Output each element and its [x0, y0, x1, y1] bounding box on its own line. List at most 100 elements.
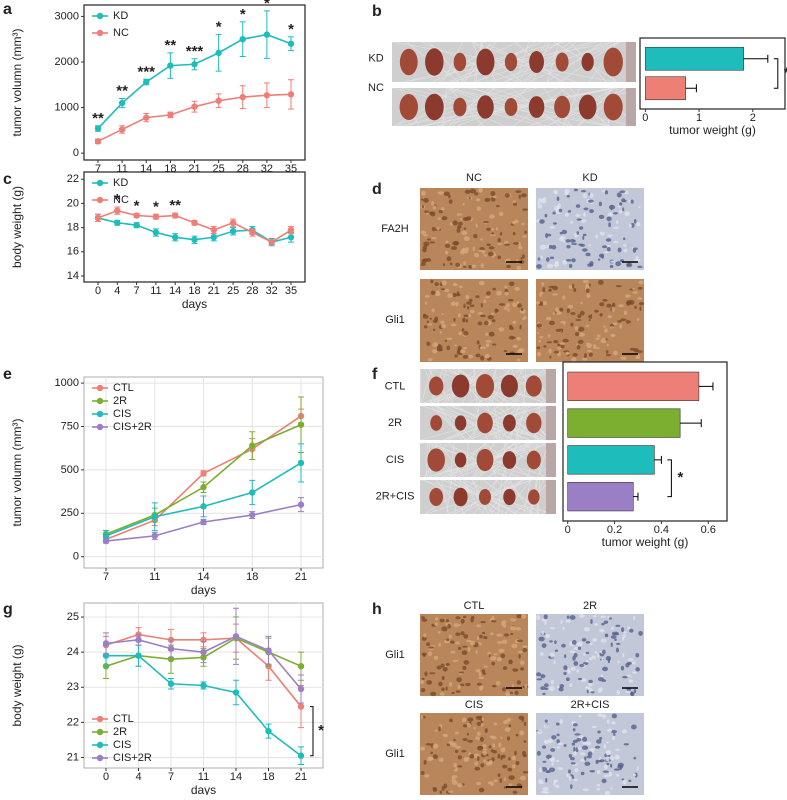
ihc-texture	[451, 302, 456, 306]
point	[288, 91, 294, 97]
x-tick-label: 11	[198, 771, 209, 783]
image-row-label: Gli1	[385, 649, 405, 661]
ihc-texture	[566, 773, 571, 777]
ihc-texture	[621, 627, 624, 632]
ihc-texture	[626, 320, 631, 324]
ihc-texture	[610, 260, 615, 262]
ihc-texture	[600, 232, 605, 236]
point	[264, 31, 270, 37]
y-tick-label: 20	[67, 197, 79, 209]
ihc-texture	[598, 677, 604, 681]
category-label: CTL	[385, 380, 406, 392]
point	[298, 460, 304, 466]
ihc-texture	[430, 318, 433, 320]
ihc-texture	[449, 199, 453, 204]
ihc-texture	[462, 666, 466, 670]
ihc-texture	[465, 295, 469, 299]
ihc-texture	[443, 263, 445, 266]
ihc-texture	[420, 680, 424, 684]
point	[298, 422, 304, 428]
ihc-texture	[439, 210, 443, 213]
ihc-texture	[624, 249, 628, 252]
ihc-texture	[590, 770, 595, 772]
ihc-texture	[428, 358, 433, 361]
ihc-texture	[467, 718, 473, 722]
ihc-texture	[489, 214, 495, 218]
x-tick-label: 11	[150, 285, 161, 297]
ihc-texture	[586, 325, 590, 328]
legend-marker	[97, 729, 103, 735]
ihc-texture	[606, 238, 612, 242]
tumor	[477, 449, 494, 471]
ihc-texture	[569, 683, 572, 687]
ihc-texture	[479, 635, 483, 639]
ihc-texture	[440, 320, 444, 323]
ihc-texture	[595, 338, 600, 340]
ihc-texture	[467, 733, 469, 735]
ihc-texture	[497, 238, 501, 243]
ihc-texture	[499, 303, 505, 306]
ihc-texture	[512, 764, 515, 768]
ihc-texture	[578, 747, 582, 750]
point	[119, 126, 125, 132]
ihc-texture	[549, 321, 555, 325]
ihc-texture	[445, 340, 448, 342]
ihc-texture	[479, 686, 482, 691]
y-tick-label: 18	[67, 222, 79, 234]
ihc-texture	[524, 684, 527, 689]
ihc-texture	[602, 714, 606, 719]
ihc-texture	[445, 251, 448, 255]
ihc-texture	[589, 748, 595, 751]
significance-label: *	[153, 198, 159, 215]
ihc-texture	[586, 641, 591, 644]
legend-marker	[97, 742, 103, 748]
ihc-texture	[483, 221, 489, 223]
ihc-texture	[464, 660, 470, 665]
ihc-texture	[504, 292, 509, 296]
legend-marker	[97, 385, 103, 391]
ihc-texture	[504, 778, 506, 781]
ihc-texture	[522, 235, 527, 237]
point	[211, 234, 217, 240]
x-tick-label: 18	[262, 771, 274, 783]
ihc-texture	[573, 288, 576, 292]
ihc-texture	[491, 662, 495, 666]
ihc-texture	[447, 624, 451, 629]
x-tick-label: 4	[114, 285, 120, 297]
ihc-texture	[521, 222, 525, 225]
y-tick-label: 0	[73, 147, 79, 159]
ihc-texture	[496, 681, 501, 685]
ihc-texture	[546, 257, 550, 262]
ihc-texture	[594, 623, 598, 625]
ihc-texture	[432, 349, 437, 353]
ihc-texture	[536, 615, 540, 620]
point	[265, 647, 271, 653]
ihc-texture	[550, 757, 555, 762]
tumor	[528, 489, 540, 504]
ihc-texture	[612, 307, 615, 312]
point	[168, 681, 174, 687]
ihc-texture	[556, 734, 559, 737]
point	[298, 686, 304, 692]
ihc-texture	[513, 791, 518, 794]
ihc-texture	[440, 790, 442, 794]
ihc-texture	[513, 345, 518, 348]
ihc-texture	[633, 757, 636, 760]
x-tick-label: 0	[95, 285, 101, 297]
ihc-texture	[507, 768, 512, 772]
ihc-texture	[565, 213, 569, 217]
ihc-texture	[573, 723, 578, 726]
point	[288, 234, 294, 240]
tumor	[429, 488, 443, 506]
ihc-texture	[454, 769, 458, 771]
ihc-texture	[564, 744, 567, 747]
ihc-texture	[512, 668, 518, 671]
ihc-texture	[636, 222, 640, 226]
point	[200, 484, 206, 490]
significance-label: **	[169, 197, 181, 214]
point	[200, 649, 206, 655]
image-row-label: FA2H	[381, 223, 409, 235]
ihc-texture	[606, 756, 610, 761]
ihc-texture	[597, 654, 599, 658]
ihc-texture	[510, 626, 516, 630]
